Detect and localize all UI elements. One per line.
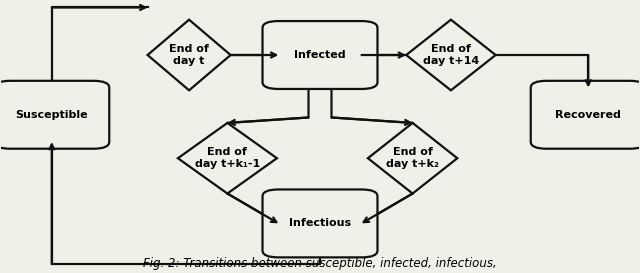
Polygon shape bbox=[178, 123, 277, 194]
FancyArrowPatch shape bbox=[230, 117, 308, 125]
Text: Susceptible: Susceptible bbox=[15, 110, 88, 120]
Text: End of
day t+k₂: End of day t+k₂ bbox=[386, 147, 439, 169]
Polygon shape bbox=[368, 123, 458, 194]
FancyBboxPatch shape bbox=[262, 189, 378, 257]
Text: Infectious: Infectious bbox=[289, 218, 351, 229]
FancyArrowPatch shape bbox=[586, 55, 591, 85]
Text: End of
day t: End of day t bbox=[169, 44, 209, 66]
Text: End of
day t+k₁-1: End of day t+k₁-1 bbox=[195, 147, 260, 169]
Polygon shape bbox=[148, 20, 230, 90]
FancyArrowPatch shape bbox=[332, 117, 410, 125]
FancyArrowPatch shape bbox=[227, 194, 276, 222]
FancyArrowPatch shape bbox=[362, 52, 404, 58]
Text: Recovered: Recovered bbox=[556, 110, 621, 120]
FancyArrowPatch shape bbox=[49, 144, 54, 264]
Text: Fig. 2: Transitions between susceptible, infected, infectious,: Fig. 2: Transitions between susceptible,… bbox=[143, 257, 497, 270]
Polygon shape bbox=[406, 20, 495, 90]
FancyBboxPatch shape bbox=[531, 81, 640, 149]
FancyBboxPatch shape bbox=[0, 81, 109, 149]
FancyArrowPatch shape bbox=[52, 5, 145, 10]
Text: Infected: Infected bbox=[294, 50, 346, 60]
Text: End of
day t+14: End of day t+14 bbox=[423, 44, 479, 66]
FancyArrowPatch shape bbox=[364, 194, 413, 222]
FancyArrowPatch shape bbox=[230, 52, 276, 58]
FancyBboxPatch shape bbox=[262, 21, 378, 89]
